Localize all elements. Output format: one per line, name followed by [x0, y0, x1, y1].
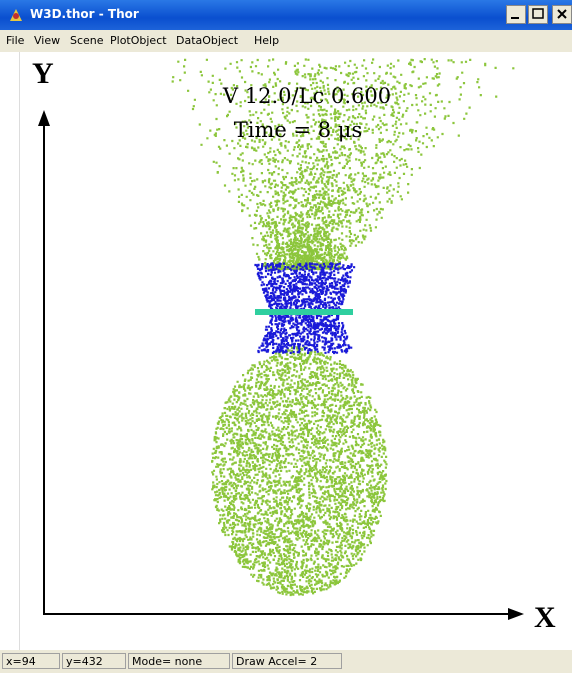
status-field: x=94: [2, 653, 60, 669]
side-strip: [0, 52, 20, 650]
status-field: Mode= none: [128, 653, 230, 669]
caption-line-2: Time = 8 μs: [234, 118, 362, 142]
minimize-icon: [511, 17, 519, 19]
x-arrow: [508, 608, 524, 620]
menu-item[interactable]: PlotObject: [110, 34, 167, 47]
maximize-button[interactable]: [528, 5, 548, 24]
status-field: Draw Accel= 2: [232, 653, 342, 669]
menu-item[interactable]: Help: [254, 34, 280, 47]
status-field: y=432: [62, 653, 126, 669]
title-bar: W3D.thor - Thor: [0, 0, 572, 30]
menu-item[interactable]: Scene: [70, 34, 104, 47]
close-icon: [557, 9, 567, 19]
particles-blue: [254, 262, 356, 355]
maximize-icon: [532, 8, 544, 19]
particles-green: [171, 58, 515, 597]
x-axis-label: X: [534, 601, 556, 634]
y-axis-label: Y: [32, 57, 54, 90]
status-bar: x=94 y=432 Mode= none Draw Accel= 2: [0, 650, 572, 673]
menu-item[interactable]: File: [6, 34, 25, 47]
minimize-button[interactable]: [506, 5, 526, 24]
plot-canvas: Y X V 12.0/Lc 0.600 Time = 8 μs: [20, 52, 572, 650]
menu-item[interactable]: View: [34, 34, 61, 47]
caption-line-1: V 12.0/Lc 0.600: [222, 84, 391, 108]
window-title: W3D.thor - Thor: [30, 7, 139, 21]
menu-item[interactable]: DataObject: [176, 34, 239, 47]
plate: [255, 309, 353, 315]
app-icon: [10, 9, 22, 21]
y-arrow: [38, 110, 50, 126]
close-button[interactable]: [552, 5, 572, 24]
menu-bar: File View Scene PlotObject DataObject Help: [0, 30, 572, 52]
